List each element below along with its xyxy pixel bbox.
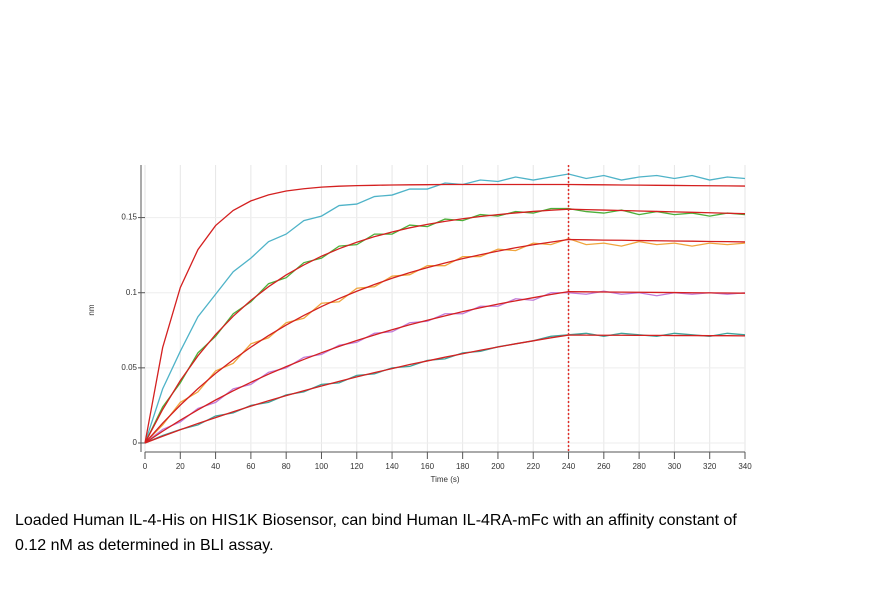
series-line: [144, 334, 746, 444]
x-tick-label: 140: [385, 462, 399, 471]
series-line: [144, 183, 746, 444]
x-tick-label: 220: [527, 462, 541, 471]
series-line: [144, 173, 746, 444]
x-tick-label: 320: [703, 462, 717, 471]
x-tick-label: 180: [456, 462, 470, 471]
series-line: [144, 290, 746, 444]
x-tick-label: 340: [738, 462, 752, 471]
x-tick-label: 60: [246, 462, 255, 471]
x-tick-label: 80: [282, 462, 291, 471]
x-tick-label: 20: [176, 462, 185, 471]
caption-line: 0.12 nM as determined in BLI assay.: [15, 537, 274, 554]
x-tick-label: 100: [315, 462, 329, 471]
y-tick-label: 0: [133, 438, 138, 447]
series-line: [144, 291, 746, 444]
x-tick-label: 300: [668, 462, 682, 471]
x-tick-label: 260: [597, 462, 611, 471]
series-line: [144, 238, 746, 444]
y-tick-label: 0.1: [126, 288, 138, 297]
x-tick-label: 240: [562, 462, 576, 471]
x-tick-label: 280: [632, 462, 646, 471]
x-tick-label: 40: [211, 462, 220, 471]
y-tick-label: 0.15: [121, 213, 137, 222]
x-axis-label: Time (s): [430, 475, 459, 484]
x-tick-label: 200: [491, 462, 505, 471]
y-tick-label: 0.05: [121, 363, 137, 372]
x-tick-label: 160: [421, 462, 435, 471]
series-line: [144, 237, 746, 444]
x-tick-label: 0: [143, 462, 148, 471]
series-line: [144, 208, 746, 444]
caption-line: Loaded Human IL-4-His on HIS1K Biosensor…: [15, 512, 737, 529]
y-axis-label: nm: [87, 304, 96, 315]
x-tick-label: 120: [350, 462, 364, 471]
